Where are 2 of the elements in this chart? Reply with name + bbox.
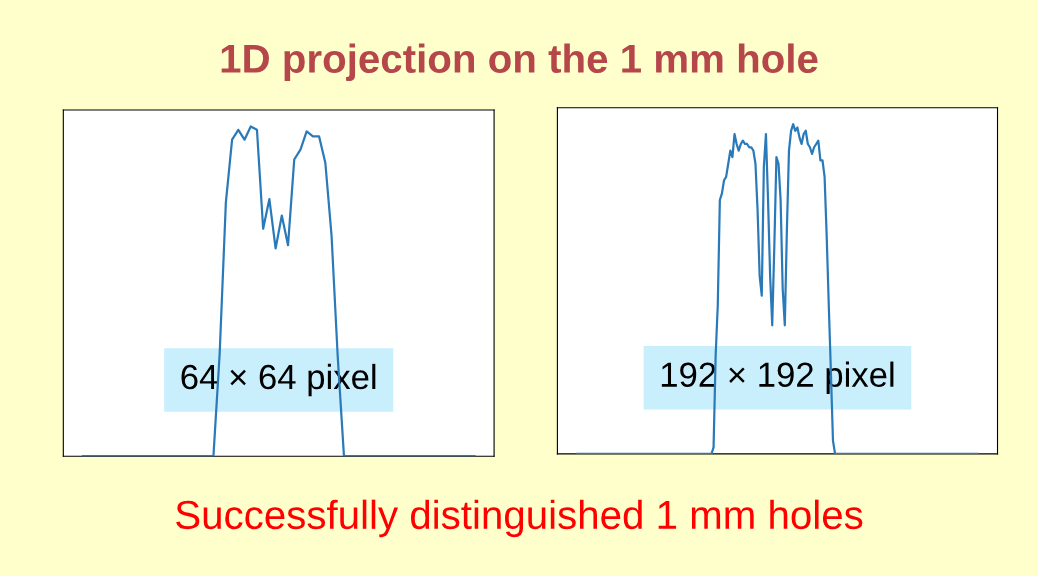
chart-title: 1D projection on the 1 mm hole [221,43,818,81]
text: Successfully distinguished 1 mm holes [176,499,863,538]
